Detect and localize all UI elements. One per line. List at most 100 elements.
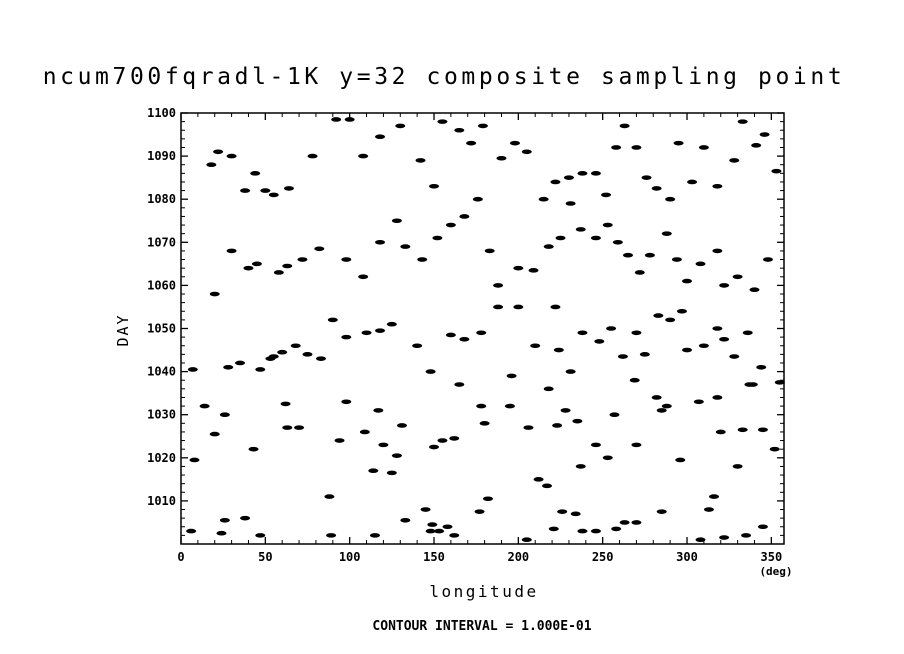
sampling-point: [493, 304, 504, 310]
sampling-point: [369, 533, 380, 538]
sampling-point: [602, 455, 613, 461]
sampling-point: [326, 533, 337, 538]
sampling-point: [611, 145, 622, 150]
sampling-point: [590, 171, 601, 176]
sampling-point: [445, 332, 456, 338]
sampling-point: [675, 457, 686, 463]
sampling-point: [283, 186, 294, 191]
sampling-point: [240, 188, 251, 193]
sampling-point: [709, 494, 720, 499]
sampling-point: [213, 149, 224, 155]
sampling-point: [577, 171, 588, 176]
sampling-point: [297, 257, 308, 262]
x-tick-label: 100: [339, 550, 361, 564]
sampling-point: [612, 240, 623, 245]
sampling-point: [521, 149, 532, 155]
sampling-point: [737, 119, 748, 124]
sampling-point: [251, 261, 262, 267]
sampling-point: [496, 155, 507, 161]
sampling-point: [671, 257, 682, 262]
sampling-point: [375, 240, 386, 245]
y-tick-label: 1040: [147, 365, 176, 379]
sampling-point: [673, 140, 684, 146]
sampling-point: [400, 244, 411, 249]
y-tick-label: 1100: [147, 106, 176, 120]
sampling-point: [386, 470, 397, 476]
sampling-point: [619, 520, 630, 525]
x-axis-label: longitude: [429, 582, 538, 601]
sampling-point: [386, 321, 397, 327]
sampling-point: [209, 431, 220, 437]
sampling-point: [575, 464, 586, 469]
sampling-point: [324, 494, 335, 499]
sampling-point: [606, 326, 617, 331]
sampling-point: [631, 330, 642, 336]
sampling-point: [747, 382, 758, 387]
sampling-point: [759, 132, 770, 137]
sampling-point: [476, 330, 487, 336]
sampling-point: [307, 153, 318, 159]
sampling-point: [302, 352, 313, 357]
sampling-point: [565, 369, 576, 374]
sampling-point: [528, 268, 539, 273]
sampling-point: [282, 425, 293, 430]
sampling-point: [687, 179, 698, 185]
sampling-point: [682, 347, 693, 353]
sampling-point: [400, 517, 411, 523]
sampling-point: [732, 274, 743, 280]
sampling-point: [255, 533, 266, 538]
sampling-point: [513, 304, 524, 310]
sampling-point: [594, 339, 605, 344]
sampling-point: [442, 524, 453, 530]
sampling-point: [590, 235, 601, 241]
sampling-point: [757, 427, 768, 433]
sampling-point: [590, 528, 601, 534]
sampling-point: [698, 343, 709, 349]
sampling-point: [415, 158, 426, 163]
sampling-point: [290, 343, 301, 349]
sampling-point: [762, 257, 773, 262]
sampling-point: [434, 528, 445, 534]
sampling-point: [425, 369, 436, 374]
sampling-point: [719, 336, 730, 342]
sampling-point: [543, 244, 554, 249]
sampling-point: [391, 218, 402, 224]
sampling-point: [265, 356, 276, 361]
sampling-point: [729, 354, 740, 359]
sampling-point: [560, 408, 571, 413]
sampling-point: [521, 537, 532, 542]
y-tick-label: 1090: [147, 149, 176, 163]
sampling-point: [327, 317, 338, 323]
sampling-point: [334, 438, 345, 443]
sampling-point: [235, 360, 246, 366]
sampling-point: [737, 427, 748, 433]
sampling-point: [548, 526, 559, 532]
sampling-point: [429, 183, 440, 189]
y-axis-label: DAY: [114, 313, 132, 346]
x-tick-label: 250: [592, 550, 614, 564]
sampling-point: [432, 235, 443, 241]
sampling-point: [449, 436, 460, 441]
sampling-point: [712, 326, 723, 331]
sampling-point: [280, 401, 291, 407]
sampling-point: [482, 496, 493, 502]
sampling-point: [552, 423, 563, 428]
sampling-point: [294, 425, 305, 430]
y-tick-label: 1080: [147, 192, 176, 206]
sampling-point: [538, 196, 549, 202]
sampling-point: [555, 235, 566, 241]
sampling-point: [749, 287, 760, 293]
sampling-point: [651, 186, 662, 191]
sampling-point: [602, 222, 613, 228]
sampling-point: [396, 423, 407, 428]
sampling-point: [703, 507, 714, 512]
sampling-point: [223, 364, 234, 370]
sampling-point: [751, 143, 762, 148]
sampling-point: [631, 442, 642, 448]
sampling-point: [757, 524, 768, 530]
sampling-point: [474, 509, 485, 514]
sampling-point: [622, 252, 633, 258]
sampling-point: [341, 257, 352, 262]
sampling-point: [189, 457, 200, 463]
